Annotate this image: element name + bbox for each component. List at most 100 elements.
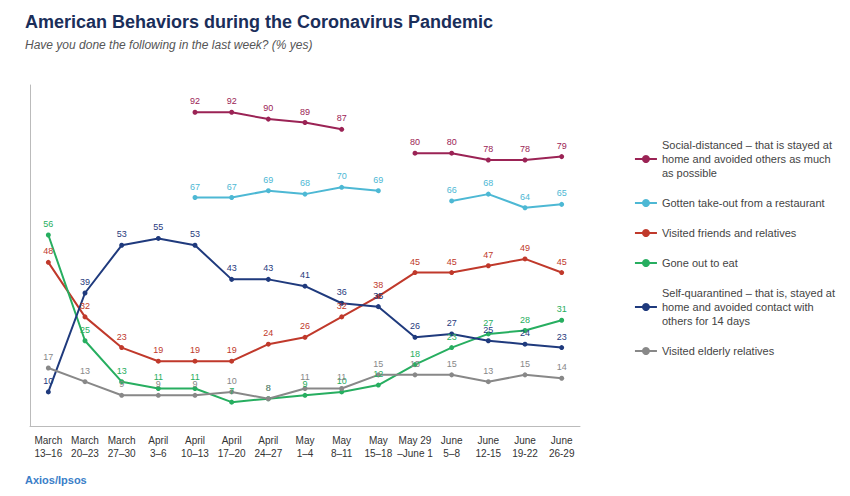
svg-text:89: 89 xyxy=(300,107,310,117)
svg-text:39: 39 xyxy=(80,277,90,287)
svg-text:25: 25 xyxy=(80,325,90,335)
svg-text:May 29: May 29 xyxy=(399,435,432,446)
svg-text:Gotten take-out from a restaur: Gotten take-out from a restaurant xyxy=(662,197,825,209)
svg-text:April: April xyxy=(185,435,205,446)
svg-text:69: 69 xyxy=(263,175,273,185)
svg-text:55: 55 xyxy=(153,222,163,232)
svg-text:8: 8 xyxy=(266,383,271,393)
svg-text:American Behaviors during the: American Behaviors during the Coronaviru… xyxy=(25,12,493,32)
svg-text:15: 15 xyxy=(373,359,383,369)
svg-text:48: 48 xyxy=(43,246,53,256)
svg-text:15: 15 xyxy=(410,359,420,369)
svg-text:Visited elderly relatives: Visited elderly relatives xyxy=(662,345,775,357)
svg-text:87: 87 xyxy=(337,113,347,123)
svg-text:56: 56 xyxy=(43,219,53,229)
svg-text:68: 68 xyxy=(300,178,310,188)
svg-text:47: 47 xyxy=(483,250,493,260)
svg-text:18: 18 xyxy=(410,349,420,359)
svg-text:Visited friends and relatives: Visited friends and relatives xyxy=(662,227,797,239)
svg-text:April: April xyxy=(222,435,242,446)
svg-text:April: April xyxy=(148,435,168,446)
svg-text:27: 27 xyxy=(447,318,457,328)
svg-text:49: 49 xyxy=(520,243,530,253)
svg-text:June: June xyxy=(514,435,536,446)
svg-text:–June 1: –June 1 xyxy=(397,448,433,459)
svg-text:23: 23 xyxy=(117,332,127,342)
svg-text:45: 45 xyxy=(557,257,567,267)
svg-text:9: 9 xyxy=(156,379,161,389)
svg-text:Social-distanced – that is sta: Social-distanced – that is stayed at xyxy=(662,139,832,151)
svg-text:June: June xyxy=(441,435,463,446)
svg-text:80: 80 xyxy=(410,137,420,147)
svg-text:March: March xyxy=(71,435,99,446)
svg-text:10: 10 xyxy=(43,376,53,386)
svg-text:10: 10 xyxy=(227,376,237,386)
svg-text:79: 79 xyxy=(557,141,567,151)
svg-text:90: 90 xyxy=(263,103,273,113)
svg-text:67: 67 xyxy=(227,182,237,192)
svg-text:19-22: 19-22 xyxy=(512,448,538,459)
svg-text:Axios/Ipsos: Axios/Ipsos xyxy=(25,474,87,486)
svg-text:25: 25 xyxy=(483,325,493,335)
svg-text:May: May xyxy=(296,435,315,446)
svg-text:24: 24 xyxy=(263,328,273,338)
svg-text:9: 9 xyxy=(119,379,124,389)
svg-text:May: May xyxy=(369,435,388,446)
svg-text:5–8: 5–8 xyxy=(443,448,460,459)
svg-text:67: 67 xyxy=(190,182,200,192)
svg-text:March: March xyxy=(108,435,136,446)
svg-text:27–30: 27–30 xyxy=(108,448,136,459)
svg-text:68: 68 xyxy=(483,178,493,188)
svg-text:31: 31 xyxy=(557,304,567,314)
svg-text:15–18: 15–18 xyxy=(364,448,392,459)
svg-text:15: 15 xyxy=(520,359,530,369)
svg-text:36: 36 xyxy=(337,287,347,297)
svg-text:8–11: 8–11 xyxy=(331,448,353,459)
svg-text:8: 8 xyxy=(266,383,271,393)
svg-text:as possible: as possible xyxy=(662,167,717,179)
svg-text:26: 26 xyxy=(410,321,420,331)
svg-text:45: 45 xyxy=(410,257,420,267)
svg-text:70: 70 xyxy=(337,171,347,181)
svg-text:others for 14 days: others for 14 days xyxy=(662,315,751,327)
svg-text:14: 14 xyxy=(557,362,567,372)
svg-text:June: June xyxy=(477,435,499,446)
svg-text:17–20: 17–20 xyxy=(218,448,246,459)
svg-text:66: 66 xyxy=(447,185,457,195)
svg-text:80: 80 xyxy=(447,137,457,147)
svg-text:78: 78 xyxy=(483,144,493,154)
svg-text:7: 7 xyxy=(229,386,234,396)
svg-text:Gone out to eat: Gone out to eat xyxy=(662,257,738,269)
svg-text:38: 38 xyxy=(373,280,383,290)
svg-text:65: 65 xyxy=(557,188,567,198)
svg-text:Self-quarantined – that is, st: Self-quarantined – that is, stayed at xyxy=(662,287,835,299)
svg-text:13: 13 xyxy=(80,366,90,376)
svg-text:15: 15 xyxy=(447,359,457,369)
svg-text:March: March xyxy=(34,435,62,446)
svg-text:home and avoided contact with: home and avoided contact with xyxy=(662,301,814,313)
svg-text:32: 32 xyxy=(337,301,347,311)
svg-text:35: 35 xyxy=(373,291,383,301)
svg-text:92: 92 xyxy=(190,96,200,106)
svg-text:41: 41 xyxy=(300,270,310,280)
svg-text:9: 9 xyxy=(192,379,197,389)
svg-text:23: 23 xyxy=(557,332,567,342)
svg-text:11: 11 xyxy=(337,372,346,382)
svg-text:28: 28 xyxy=(520,315,530,325)
svg-text:12-15: 12-15 xyxy=(476,448,502,459)
svg-text:19: 19 xyxy=(227,345,237,355)
svg-text:43: 43 xyxy=(227,263,237,273)
svg-text:13–16: 13–16 xyxy=(34,448,62,459)
svg-text:24: 24 xyxy=(520,328,530,338)
svg-text:13: 13 xyxy=(483,366,493,376)
svg-text:10–13: 10–13 xyxy=(181,448,209,459)
svg-text:78: 78 xyxy=(520,144,530,154)
svg-text:20–23: 20–23 xyxy=(71,448,99,459)
svg-text:19: 19 xyxy=(153,345,163,355)
svg-text:43: 43 xyxy=(263,263,273,273)
svg-text:3–6: 3–6 xyxy=(150,448,167,459)
svg-text:home and avoided others as muc: home and avoided others as much xyxy=(662,153,831,165)
svg-text:April: April xyxy=(258,435,278,446)
svg-text:92: 92 xyxy=(227,96,237,106)
svg-text:13: 13 xyxy=(117,366,127,376)
